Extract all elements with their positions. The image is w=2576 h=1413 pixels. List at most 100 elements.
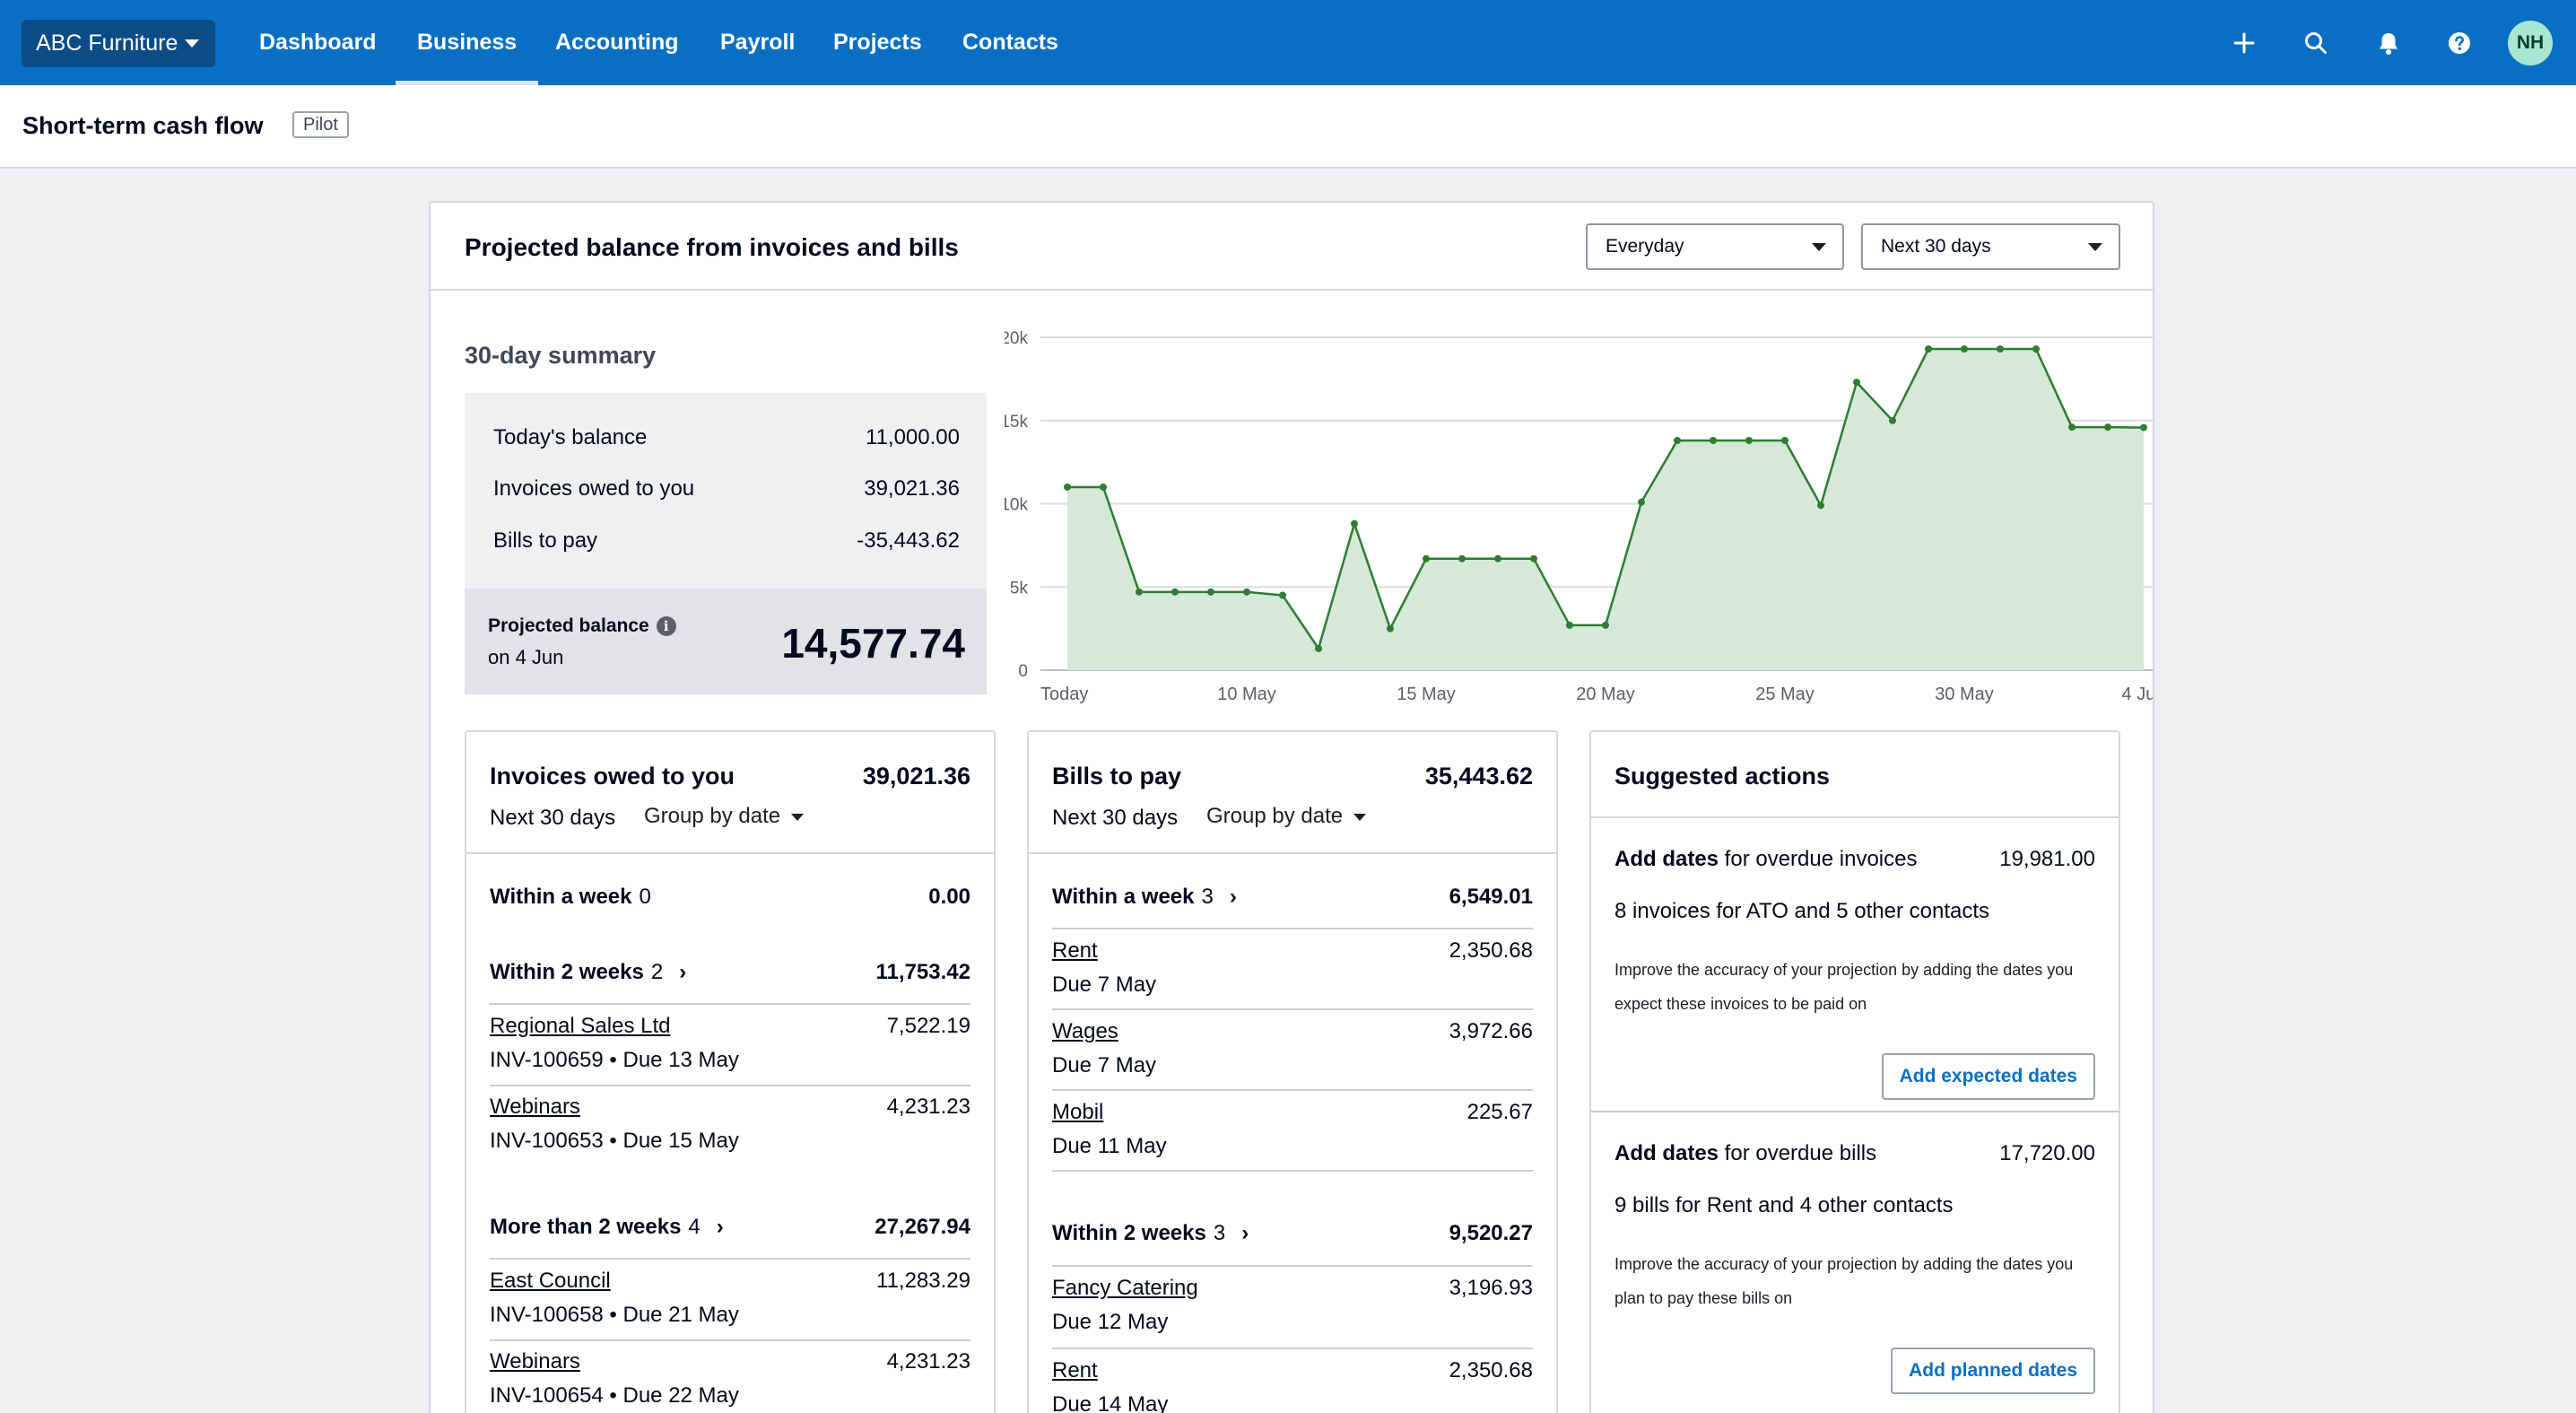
data-point (1387, 624, 1394, 632)
contact-link[interactable]: Rent (1052, 1358, 1098, 1382)
data-point (1817, 502, 1824, 510)
projected-balance-chart: 0 5k 10k 15k 20k Today 10 May 15 May 20 May 25 Ma… (1005, 329, 2153, 704)
y-tick-label: 15k (1005, 413, 1028, 432)
nav-accounting[interactable]: Accounting (555, 30, 679, 55)
data-point (1925, 345, 1932, 353)
summary-box: Today's balance 11,000.00 Invoices owed … (465, 393, 987, 694)
due-date: Due 11 May (1052, 1134, 1167, 1158)
bell-icon[interactable] (2371, 25, 2406, 61)
contact-link[interactable]: Webinars (490, 1349, 580, 1374)
nav-business[interactable]: Business (395, 0, 539, 85)
data-point (1171, 588, 1179, 596)
action-description: Improve the accuracy of your projection … (1614, 1255, 2074, 1307)
bill-item: Rent Due 14 May 2,350.68 (1052, 1358, 1533, 1413)
group-count: 0 (639, 885, 651, 909)
chevron-right-icon[interactable]: › (1229, 885, 1237, 909)
x-tick-label: 25 May (1755, 685, 1815, 704)
invoice-item: East Council INV-100658 • Due 21 May 11,… (490, 1269, 970, 1346)
divider (490, 1085, 970, 1086)
period-select[interactable]: Next 30 days (1861, 223, 2120, 270)
projected-balance-value: 14,577.74 (781, 620, 965, 667)
group-by-label: Group by date (1206, 804, 1344, 828)
invoice-item: Regional Sales Ltd INV-100659 • Due 13 M… (490, 1014, 970, 1091)
data-point (1136, 588, 1143, 596)
nav-projects[interactable]: Projects (833, 30, 922, 55)
invoice-item: Webinars INV-100654 • Due 22 May 4,231.2… (490, 1349, 970, 1413)
account-select[interactable]: Everyday (1586, 223, 1844, 270)
invoice-group-within-week: Within a week 0 0.00 (490, 879, 970, 915)
divider (1591, 1111, 2119, 1112)
suggested-actions-header: Suggested actions (1591, 732, 2119, 818)
nav-payroll[interactable]: Payroll (720, 30, 796, 55)
projected-balance-label-text: Projected balance (488, 615, 649, 636)
x-tick-label: 30 May (1935, 685, 1994, 704)
add-planned-dates-button[interactable]: Add planned dates (1891, 1348, 2095, 1394)
nav-contacts[interactable]: Contacts (962, 30, 1058, 55)
card-title: Projected balance from invoices and bill… (465, 233, 959, 261)
contact-link[interactable]: Webinars (490, 1095, 580, 1119)
organisation-switcher[interactable]: ABC Furniture (22, 20, 215, 67)
add-expected-dates-button[interactable]: Add expected dates (1881, 1053, 2095, 1100)
data-point (1315, 644, 1322, 652)
summary-label: Invoices owed to you (493, 476, 695, 501)
action-amount: 19,981.00 (1999, 847, 2095, 871)
search-icon[interactable] (2298, 25, 2334, 61)
data-point (1997, 345, 2004, 353)
due-date: Due 12 May (1052, 1310, 1169, 1334)
user-avatar[interactable]: NH (2508, 21, 2553, 65)
bills-group-by-dropdown[interactable]: Group by date (1206, 804, 1367, 829)
projected-balance-box: Projected balance i on 4 Jun 14,577.74 (465, 589, 987, 694)
x-tick-label: 15 May (1397, 685, 1456, 704)
group-amount: 6,549.01 (1449, 885, 1533, 909)
contact-link[interactable]: Regional Sales Ltd (490, 1014, 671, 1038)
plus-icon[interactable] (2226, 25, 2262, 61)
item-amount: 4,231.23 (886, 1095, 970, 1119)
projected-balance-label: Projected balance i (488, 615, 676, 637)
projected-date: on 4 Jun (488, 646, 564, 668)
group-amount: 9,520.27 (1449, 1221, 1533, 1245)
data-point (1961, 345, 1968, 353)
contact-link[interactable]: East Council (490, 1269, 611, 1293)
action-title-bold: Add dates (1614, 847, 1719, 871)
bills-title: Bills to pay (1052, 763, 1182, 789)
contact-link[interactable]: Mobil (1052, 1100, 1104, 1124)
bills-panel-header: Bills to pay 35,443.62 Next 30 days Grou… (1029, 732, 1556, 854)
summary-row-bills: Bills to pay -35,443.62 (493, 528, 960, 554)
group-by-label: Group by date (644, 804, 781, 828)
caret-down-icon (2088, 243, 2102, 251)
group-amount: 27,267.94 (875, 1215, 970, 1239)
invoice-reference: INV-100659 • Due 13 May (490, 1048, 739, 1072)
period-select-value: Next 30 days (1881, 236, 1991, 257)
summary-label: Today's balance (493, 425, 648, 449)
chevron-right-icon[interactable]: › (716, 1215, 724, 1239)
item-amount: 2,350.68 (1449, 938, 1533, 963)
bill-item: Wages Due 7 May 3,972.66 (1052, 1019, 1533, 1096)
data-point (1351, 519, 1358, 528)
invoice-group-more-than-2-weeks[interactable]: More than 2 weeks 4 › 27,267.94 (490, 1209, 970, 1245)
chevron-right-icon[interactable]: › (679, 960, 687, 984)
bill-group-within-week[interactable]: Within a week 3 › 6,549.01 (1052, 879, 1533, 915)
item-amount: 7,522.19 (886, 1014, 970, 1038)
x-tick-label: Today (1040, 685, 1088, 704)
contact-link[interactable]: Wages (1052, 1019, 1118, 1043)
contact-link[interactable]: Fancy Catering (1052, 1276, 1198, 1300)
item-amount: 3,196.93 (1449, 1276, 1533, 1300)
bill-group-within-2-weeks[interactable]: Within 2 weeks 3 › 9,520.27 (1052, 1216, 1533, 1252)
divider (490, 1003, 970, 1005)
contact-link[interactable]: Rent (1052, 938, 1098, 963)
item-amount: 11,283.29 (876, 1269, 970, 1293)
data-point (1423, 554, 1430, 563)
summary-title: 30-day summary (465, 342, 657, 369)
nav-dashboard[interactable]: Dashboard (259, 30, 377, 55)
invoice-reference: INV-100653 • Due 15 May (490, 1129, 739, 1153)
info-icon[interactable]: i (656, 616, 676, 636)
data-point (1781, 437, 1788, 445)
invoices-group-by-dropdown[interactable]: Group by date (644, 804, 805, 829)
invoice-group-within-2-weeks[interactable]: Within 2 weeks 2 › 11,753.42 (490, 955, 970, 990)
group-amount: 11,753.42 (875, 960, 970, 984)
data-point (2140, 423, 2147, 432)
chevron-right-icon[interactable]: › (1241, 1221, 1249, 1245)
help-icon[interactable] (2441, 25, 2477, 61)
divider (1052, 1008, 1533, 1010)
data-point (1243, 588, 1250, 596)
